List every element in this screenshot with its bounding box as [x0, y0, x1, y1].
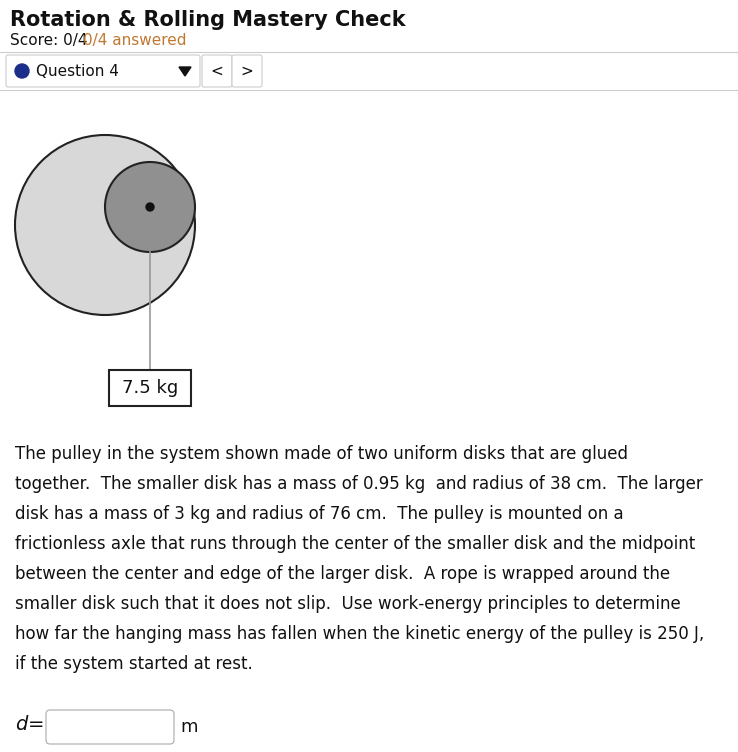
Text: Question 4: Question 4	[36, 63, 119, 78]
Text: 7.5 kg: 7.5 kg	[122, 379, 178, 397]
Circle shape	[105, 162, 195, 252]
Text: >: >	[241, 63, 253, 78]
Text: how far the hanging mass has fallen when the kinetic energy of the pulley is 250: how far the hanging mass has fallen when…	[15, 625, 704, 643]
Text: between the center and edge of the larger disk.  A rope is wrapped around the: between the center and edge of the large…	[15, 565, 670, 583]
Text: Score: 0/4: Score: 0/4	[10, 33, 88, 48]
Circle shape	[146, 203, 154, 211]
Text: if the system started at rest.: if the system started at rest.	[15, 655, 252, 673]
Circle shape	[15, 135, 195, 315]
Polygon shape	[179, 67, 191, 76]
Text: =: =	[28, 715, 44, 734]
FancyBboxPatch shape	[232, 55, 262, 87]
Text: disk has a mass of 3 kg and radius of 76 cm.  The pulley is mounted on a: disk has a mass of 3 kg and radius of 76…	[15, 505, 624, 523]
Text: smaller disk such that it does not slip.  Use work-energy principles to determin: smaller disk such that it does not slip.…	[15, 595, 680, 613]
Text: Rotation & Rolling Mastery Check: Rotation & Rolling Mastery Check	[10, 10, 406, 30]
Text: <: <	[210, 63, 224, 78]
Circle shape	[15, 64, 29, 78]
FancyBboxPatch shape	[6, 55, 200, 87]
Text: The pulley in the system shown made of two uniform disks that are glued: The pulley in the system shown made of t…	[15, 445, 628, 463]
FancyBboxPatch shape	[202, 55, 232, 87]
Text: d: d	[15, 715, 27, 734]
FancyBboxPatch shape	[109, 370, 191, 406]
Text: m: m	[180, 718, 198, 736]
Text: 0/4 answered: 0/4 answered	[83, 33, 187, 48]
Text: frictionless axle that runs through the center of the smaller disk and the midpo: frictionless axle that runs through the …	[15, 535, 695, 553]
FancyBboxPatch shape	[46, 710, 174, 744]
Text: together.  The smaller disk has a mass of 0.95 kg  and radius of 38 cm.  The lar: together. The smaller disk has a mass of…	[15, 475, 703, 493]
